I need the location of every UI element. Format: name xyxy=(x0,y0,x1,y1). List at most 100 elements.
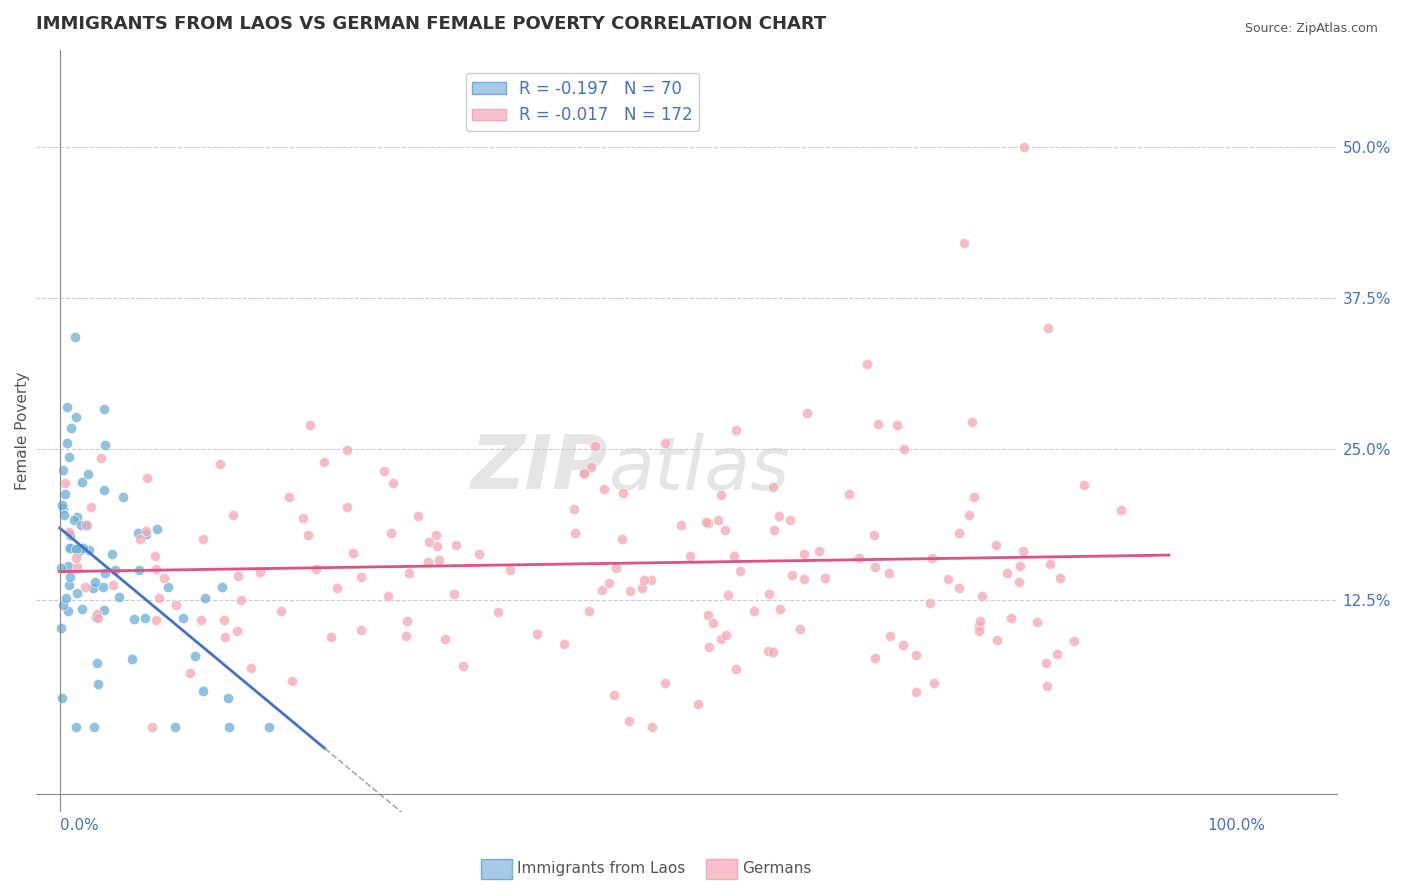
Point xyxy=(1109,502,1132,516)
Point xyxy=(451,659,474,673)
Point xyxy=(281,674,304,689)
Point xyxy=(526,626,548,640)
Point xyxy=(418,535,440,549)
Point xyxy=(619,583,641,598)
Point xyxy=(969,615,991,629)
Point xyxy=(179,665,201,680)
Point xyxy=(640,573,662,587)
Point xyxy=(696,516,718,530)
Point xyxy=(143,549,166,563)
Point xyxy=(762,480,785,494)
Point xyxy=(211,580,233,594)
Point xyxy=(66,585,89,599)
Point xyxy=(86,607,108,622)
Point xyxy=(686,697,709,711)
Point xyxy=(101,577,124,591)
Point xyxy=(578,604,600,618)
Point xyxy=(725,423,748,437)
Point xyxy=(406,509,429,524)
Point xyxy=(66,541,89,555)
Point xyxy=(76,467,98,482)
Point xyxy=(598,576,620,591)
Point xyxy=(73,580,96,594)
Text: 0.0%: 0.0% xyxy=(59,818,98,833)
Text: atlas: atlas xyxy=(609,433,790,505)
Point xyxy=(697,640,720,654)
Point xyxy=(58,570,80,584)
Point xyxy=(1038,321,1060,335)
Point xyxy=(425,527,447,541)
Point xyxy=(82,581,104,595)
Point xyxy=(56,435,79,450)
Point xyxy=(1012,544,1035,558)
Point xyxy=(56,559,79,574)
Point xyxy=(574,467,596,481)
Point xyxy=(714,523,737,537)
Point xyxy=(796,406,818,420)
Point xyxy=(145,562,167,576)
Point xyxy=(728,564,751,578)
Point xyxy=(63,513,86,527)
Point xyxy=(326,581,349,595)
Point xyxy=(443,586,465,600)
Point xyxy=(217,690,239,705)
Point xyxy=(654,436,676,450)
Point xyxy=(654,676,676,690)
Point xyxy=(768,509,790,524)
Point xyxy=(191,684,214,698)
Point xyxy=(963,490,986,504)
Point xyxy=(957,508,980,523)
Point xyxy=(995,566,1018,580)
Point xyxy=(762,645,785,659)
Point xyxy=(1046,647,1069,661)
Point xyxy=(706,513,728,527)
Point xyxy=(1039,557,1062,571)
Point xyxy=(1012,139,1035,153)
Point xyxy=(90,450,112,465)
Point xyxy=(641,720,664,734)
Point xyxy=(953,236,976,251)
Point xyxy=(135,527,157,541)
Point xyxy=(498,563,520,577)
Point xyxy=(579,460,602,475)
Point xyxy=(228,569,250,583)
Point xyxy=(152,571,174,585)
Point xyxy=(193,532,215,546)
Point xyxy=(65,409,87,424)
Point xyxy=(960,415,983,429)
Point xyxy=(51,690,73,705)
Point xyxy=(56,604,79,618)
Point xyxy=(76,518,98,533)
Point xyxy=(70,475,93,489)
Point xyxy=(91,580,114,594)
Point xyxy=(602,688,624,702)
Point xyxy=(877,566,900,581)
Point xyxy=(838,487,860,501)
Point xyxy=(562,502,585,516)
Point xyxy=(468,547,491,561)
Point xyxy=(762,523,785,537)
Point xyxy=(814,571,837,585)
Point xyxy=(583,439,606,453)
Point xyxy=(1035,656,1057,670)
Point xyxy=(1026,615,1049,629)
Point xyxy=(488,606,510,620)
Point xyxy=(793,573,815,587)
Point xyxy=(165,598,187,612)
Point xyxy=(1036,679,1059,693)
Point xyxy=(65,551,87,566)
Point xyxy=(226,624,249,639)
Point xyxy=(591,582,613,597)
Point xyxy=(879,629,901,643)
Point xyxy=(863,528,886,542)
Point xyxy=(433,632,456,646)
Legend: R = -0.197   N = 70, R = -0.017   N = 172: R = -0.197 N = 70, R = -0.017 N = 172 xyxy=(465,73,699,131)
Point xyxy=(190,613,212,627)
Point xyxy=(336,500,359,514)
Point xyxy=(127,525,149,540)
Point xyxy=(53,476,76,491)
Point xyxy=(122,611,145,625)
Point xyxy=(66,559,89,574)
Point xyxy=(65,720,87,734)
Point xyxy=(94,566,117,581)
